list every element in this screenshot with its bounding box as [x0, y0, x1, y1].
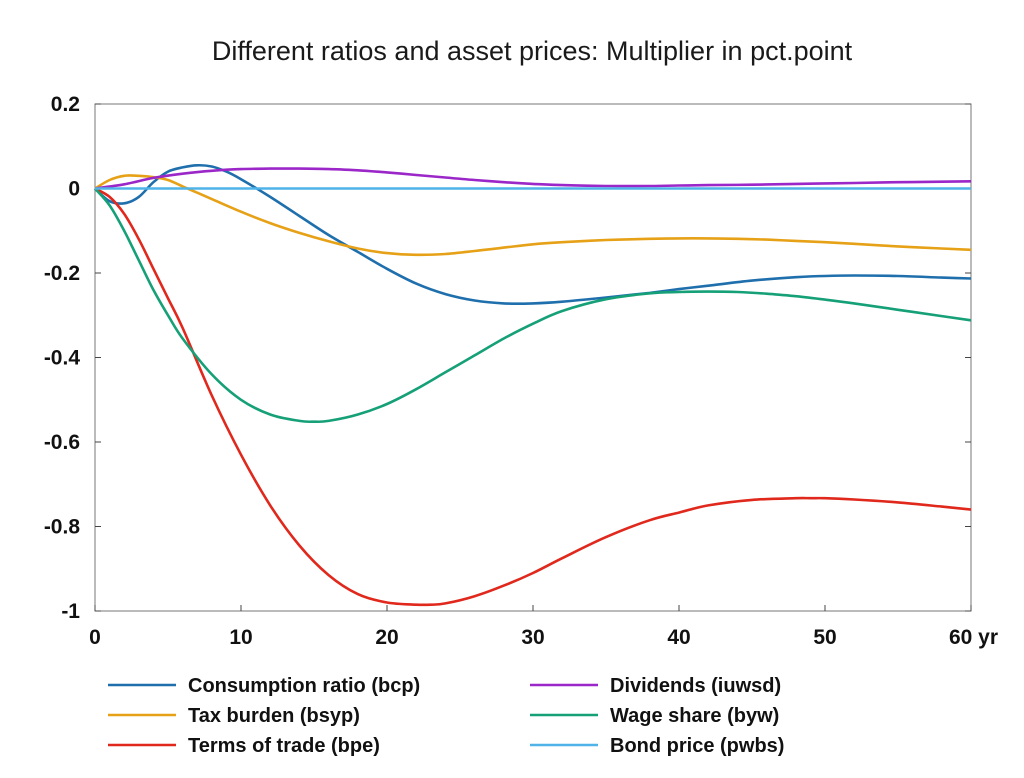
series-line-1 [94, 174, 972, 257]
y-tick-label: 0.2 [51, 93, 80, 116]
legend-label: Tax burden (bsyp) [188, 705, 360, 727]
series-line-3 [94, 167, 972, 190]
y-tick-label: -0.2 [44, 262, 80, 285]
x-tick-label: 10 [229, 626, 252, 649]
legend: Consumption ratio (bcp) Tax burden (bsyp)… [108, 675, 784, 757]
y-axis: 0.2 0 -0.2 -0.4 -0.6 -0.8 -1 [44, 93, 971, 623]
series-line-4 [94, 187, 972, 424]
legend-label: Wage share (byw) [610, 705, 779, 727]
x-axis: 0 10 20 30 40 50 60 yr [89, 605, 998, 649]
x-tick-label: 0 [89, 626, 101, 649]
y-tick-label: 0 [68, 178, 80, 201]
x-tick-label: 60 yr [949, 626, 998, 649]
x-tick-label: 30 [521, 626, 544, 649]
y-tick-label: -1 [61, 600, 80, 623]
legend-label: Consumption ratio (bcp) [188, 675, 420, 697]
chart-title: Different ratios and asset prices: Multi… [212, 36, 853, 66]
plot-area: 0.2 0 -0.2 -0.4 -0.6 -0.8 -1 0 10 20 30 40 50 60 yr [44, 93, 998, 649]
series-lines [94, 163, 972, 607]
y-tick-label: -0.8 [44, 516, 81, 539]
y-tick-label: -0.4 [44, 347, 81, 370]
legend-label: Terms of trade (bpe) [188, 735, 380, 757]
plot-frame [94, 103, 972, 612]
legend-label: Dividends (iuwsd) [610, 675, 781, 697]
y-tick-label: -0.6 [44, 431, 80, 454]
x-tick-label: 50 [813, 626, 836, 649]
x-tick-label: 40 [667, 626, 690, 649]
series-line-2 [94, 187, 972, 607]
legend-label: Bond price (pwbs) [610, 735, 784, 757]
series-line-0 [94, 163, 972, 305]
x-tick-label: 20 [375, 626, 398, 649]
